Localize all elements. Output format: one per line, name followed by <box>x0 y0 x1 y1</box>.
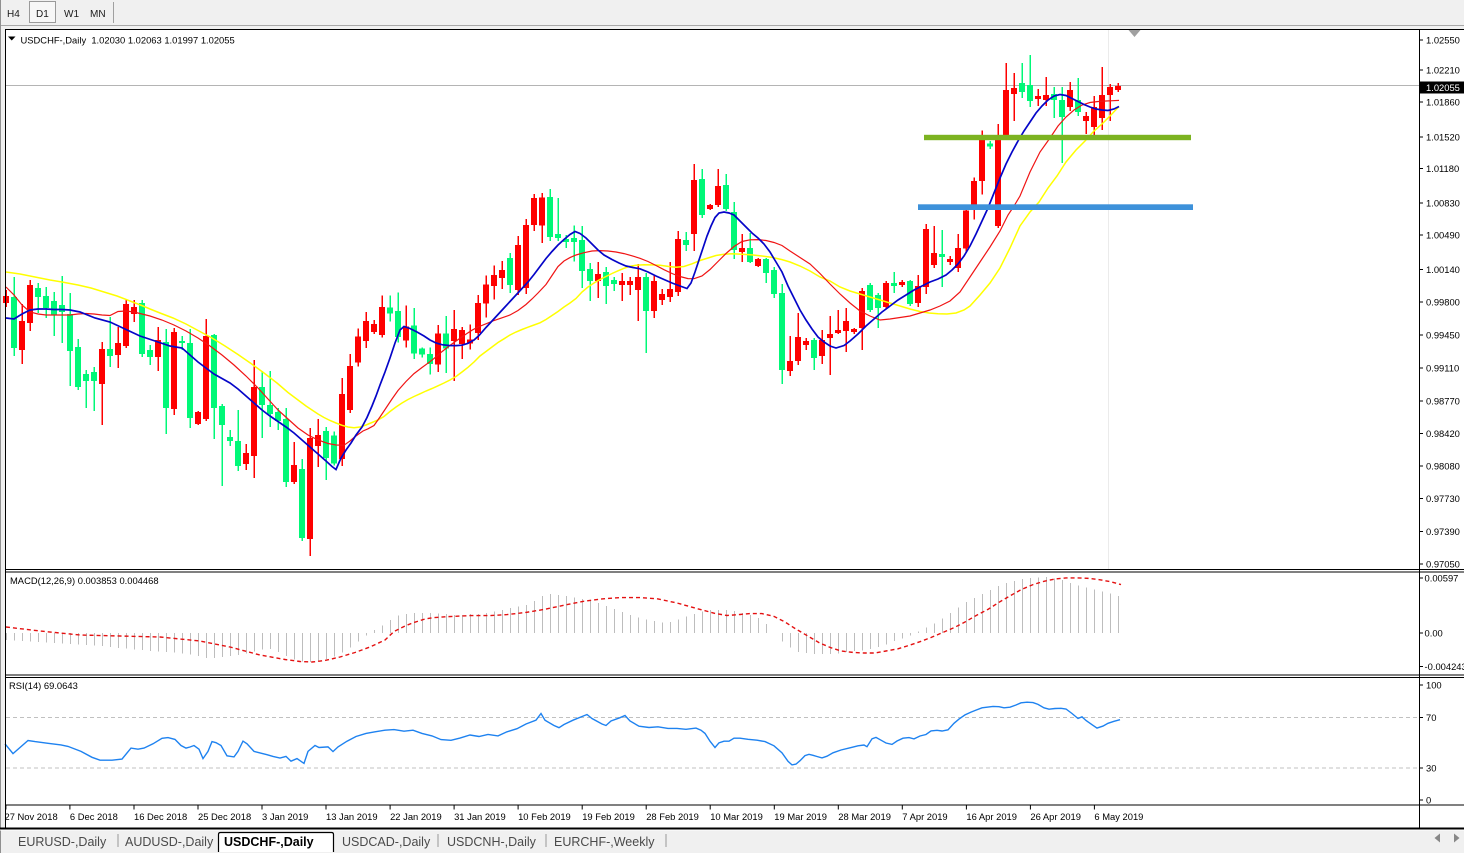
svg-text:W1: W1 <box>64 9 79 20</box>
svg-text:25 Dec 2018: 25 Dec 2018 <box>198 811 251 822</box>
svg-text:6 Dec 2018: 6 Dec 2018 <box>70 811 118 822</box>
svg-text:16 Apr 2019: 16 Apr 2019 <box>966 811 1017 822</box>
svg-text:1.00830: 1.00830 <box>1426 197 1460 208</box>
svg-text:1.02055: 1.02055 <box>1426 82 1460 93</box>
svg-text:EURUSD-,Daily: EURUSD-,Daily <box>18 835 107 849</box>
svg-text:19 Feb 2019: 19 Feb 2019 <box>582 811 635 822</box>
svg-text:16 Dec 2018: 16 Dec 2018 <box>134 811 187 822</box>
svg-text:USDCNH-,Daily: USDCNH-,Daily <box>447 835 537 849</box>
svg-text:19 Mar 2019: 19 Mar 2019 <box>774 811 827 822</box>
svg-text:H4: H4 <box>7 9 20 20</box>
svg-text:27 Nov 2018: 27 Nov 2018 <box>5 811 58 822</box>
svg-text:USDCAD-,Daily: USDCAD-,Daily <box>342 835 431 849</box>
svg-text:0.98080: 0.98080 <box>1426 460 1460 471</box>
svg-text:100: 100 <box>1426 679 1442 690</box>
svg-text:1.02210: 1.02210 <box>1426 64 1460 75</box>
svg-text:7 Apr 2019: 7 Apr 2019 <box>902 811 947 822</box>
svg-text:0.97050: 0.97050 <box>1426 558 1460 569</box>
svg-text:0.99450: 0.99450 <box>1426 329 1460 340</box>
svg-text:28 Mar 2019: 28 Mar 2019 <box>838 811 891 822</box>
svg-text:0.97730: 0.97730 <box>1426 493 1460 504</box>
svg-text:10 Mar 2019: 10 Mar 2019 <box>710 811 763 822</box>
svg-text:26 Apr 2019: 26 Apr 2019 <box>1030 811 1081 822</box>
svg-text:1.01180: 1.01180 <box>1426 163 1459 174</box>
svg-text:0.99800: 0.99800 <box>1426 296 1460 307</box>
svg-text:RSI(14) 69.0643: RSI(14) 69.0643 <box>9 680 78 691</box>
svg-text:28 Feb 2019: 28 Feb 2019 <box>646 811 699 822</box>
svg-text:0.97390: 0.97390 <box>1426 526 1460 537</box>
svg-text:AUDUSD-,Daily: AUDUSD-,Daily <box>125 835 214 849</box>
svg-text:MN: MN <box>90 9 106 20</box>
svg-text:-0.004243: -0.004243 <box>1425 661 1464 672</box>
svg-text:MACD(12,26,9) 0.003853 0.00446: MACD(12,26,9) 0.003853 0.004468 <box>10 575 159 586</box>
svg-text:1.00140: 1.00140 <box>1426 264 1460 275</box>
svg-text:0.00597: 0.00597 <box>1425 572 1459 583</box>
svg-text:1.00490: 1.00490 <box>1426 229 1460 240</box>
svg-text:10 Feb 2019: 10 Feb 2019 <box>518 811 571 822</box>
svg-text:USDCHF-,Daily 1.02030 1.02063: USDCHF-,Daily 1.02030 1.02063 1.01997 1.… <box>21 35 235 46</box>
svg-text:USDCHF-,Daily: USDCHF-,Daily <box>224 835 314 849</box>
svg-text:0: 0 <box>1426 794 1431 805</box>
svg-text:3 Jan 2019: 3 Jan 2019 <box>262 811 308 822</box>
svg-text:70: 70 <box>1426 712 1436 723</box>
svg-text:0.99110: 0.99110 <box>1426 362 1459 373</box>
svg-text:13 Jan 2019: 13 Jan 2019 <box>326 811 378 822</box>
svg-text:1.02550: 1.02550 <box>1426 34 1460 45</box>
svg-text:D1: D1 <box>36 9 49 20</box>
svg-text:1.01520: 1.01520 <box>1426 131 1460 142</box>
svg-text:EURCHF-,Weekly: EURCHF-,Weekly <box>554 835 655 849</box>
svg-text:0.98770: 0.98770 <box>1426 395 1460 406</box>
svg-text:31 Jan 2019: 31 Jan 2019 <box>454 811 506 822</box>
svg-text:0.98420: 0.98420 <box>1426 428 1460 439</box>
svg-text:1.01860: 1.01860 <box>1426 96 1460 107</box>
svg-text:0.00: 0.00 <box>1425 627 1443 638</box>
svg-text:6 May 2019: 6 May 2019 <box>1094 811 1143 822</box>
svg-text:30: 30 <box>1426 762 1436 773</box>
svg-text:22 Jan 2019: 22 Jan 2019 <box>390 811 442 822</box>
